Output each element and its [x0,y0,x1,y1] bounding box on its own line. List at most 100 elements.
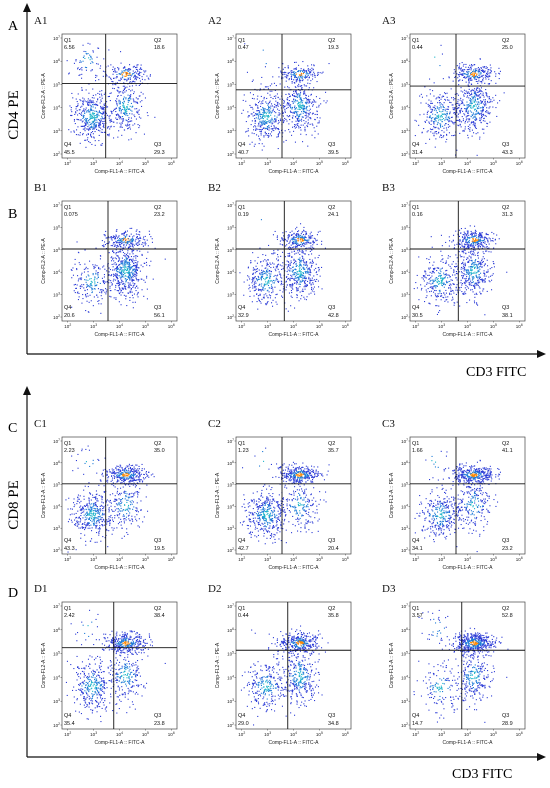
dot [130,79,131,80]
dot [81,69,82,70]
dot [478,67,479,68]
dot [490,99,491,100]
dot [299,245,300,246]
dot [297,115,298,116]
dot [310,271,311,272]
dot [136,268,137,269]
dot [82,103,83,104]
dot [464,274,465,275]
dot [467,95,468,96]
q3-value: 39.5 [328,150,339,156]
dot [292,81,293,82]
dot [128,71,129,72]
dot [458,116,459,117]
dot [121,72,122,73]
dot [119,284,120,285]
dot [440,127,441,128]
dot [263,135,264,136]
dot [297,85,298,86]
y-tick-label: 106 [227,58,234,64]
dot [435,138,436,139]
dot [148,79,149,80]
dot [88,111,89,112]
dot [247,280,248,281]
dot [83,116,84,117]
top-x-axis-title: CD3 FITC [466,365,526,380]
dot [453,81,454,82]
dot [124,266,125,267]
plot-label: B2 [208,182,221,194]
dot [80,107,81,108]
dot [150,74,151,75]
dot [257,268,258,269]
dot [81,115,82,116]
dot [312,76,313,77]
dot [111,238,112,239]
dot [113,260,114,261]
dot [101,95,102,96]
dot [467,122,468,123]
dot [102,107,103,108]
dot [298,103,299,104]
dot [272,291,273,292]
dot [297,246,298,247]
plot-label: A2 [208,15,221,27]
dot [97,117,98,118]
dot [255,126,256,127]
dot [132,250,133,251]
dot [440,271,441,272]
dot [131,120,132,121]
dot [126,272,127,273]
dot [95,145,96,146]
dot [86,282,87,283]
dot [427,114,428,115]
dot [299,120,300,121]
dot [462,272,463,273]
dot [125,247,126,248]
dot [473,114,474,115]
dot [85,100,86,101]
dot [258,117,259,118]
dot [303,245,304,246]
dot [252,288,253,289]
dot [137,261,138,262]
dot [145,236,146,237]
dot [122,92,123,93]
dot [306,125,307,126]
dot [269,273,270,274]
dot [90,116,91,117]
dot [458,81,459,82]
dot [302,252,303,253]
dot [94,127,95,128]
dot [319,105,320,106]
dot [462,91,463,92]
dot [475,100,476,101]
dot [147,298,148,299]
x-tick-label: 104 [116,323,123,329]
dot [83,287,84,288]
dot [302,141,303,142]
dot [113,71,114,72]
dot [87,104,88,105]
dot [78,293,79,294]
dot [116,231,117,232]
dot [434,119,435,120]
dot [474,116,475,117]
dot [88,105,89,106]
dot [301,246,302,247]
dot [480,107,481,108]
dot [433,269,434,270]
dot [267,135,268,136]
dot [270,97,271,98]
dot [437,123,438,124]
dot [117,90,118,91]
dot [479,88,480,89]
dot [121,290,122,291]
dot [428,111,429,112]
dot [139,85,140,86]
dot [111,121,112,122]
x-tick-label: 102 [412,160,419,166]
dot [120,51,121,52]
dot [137,243,138,244]
dot [276,267,277,268]
